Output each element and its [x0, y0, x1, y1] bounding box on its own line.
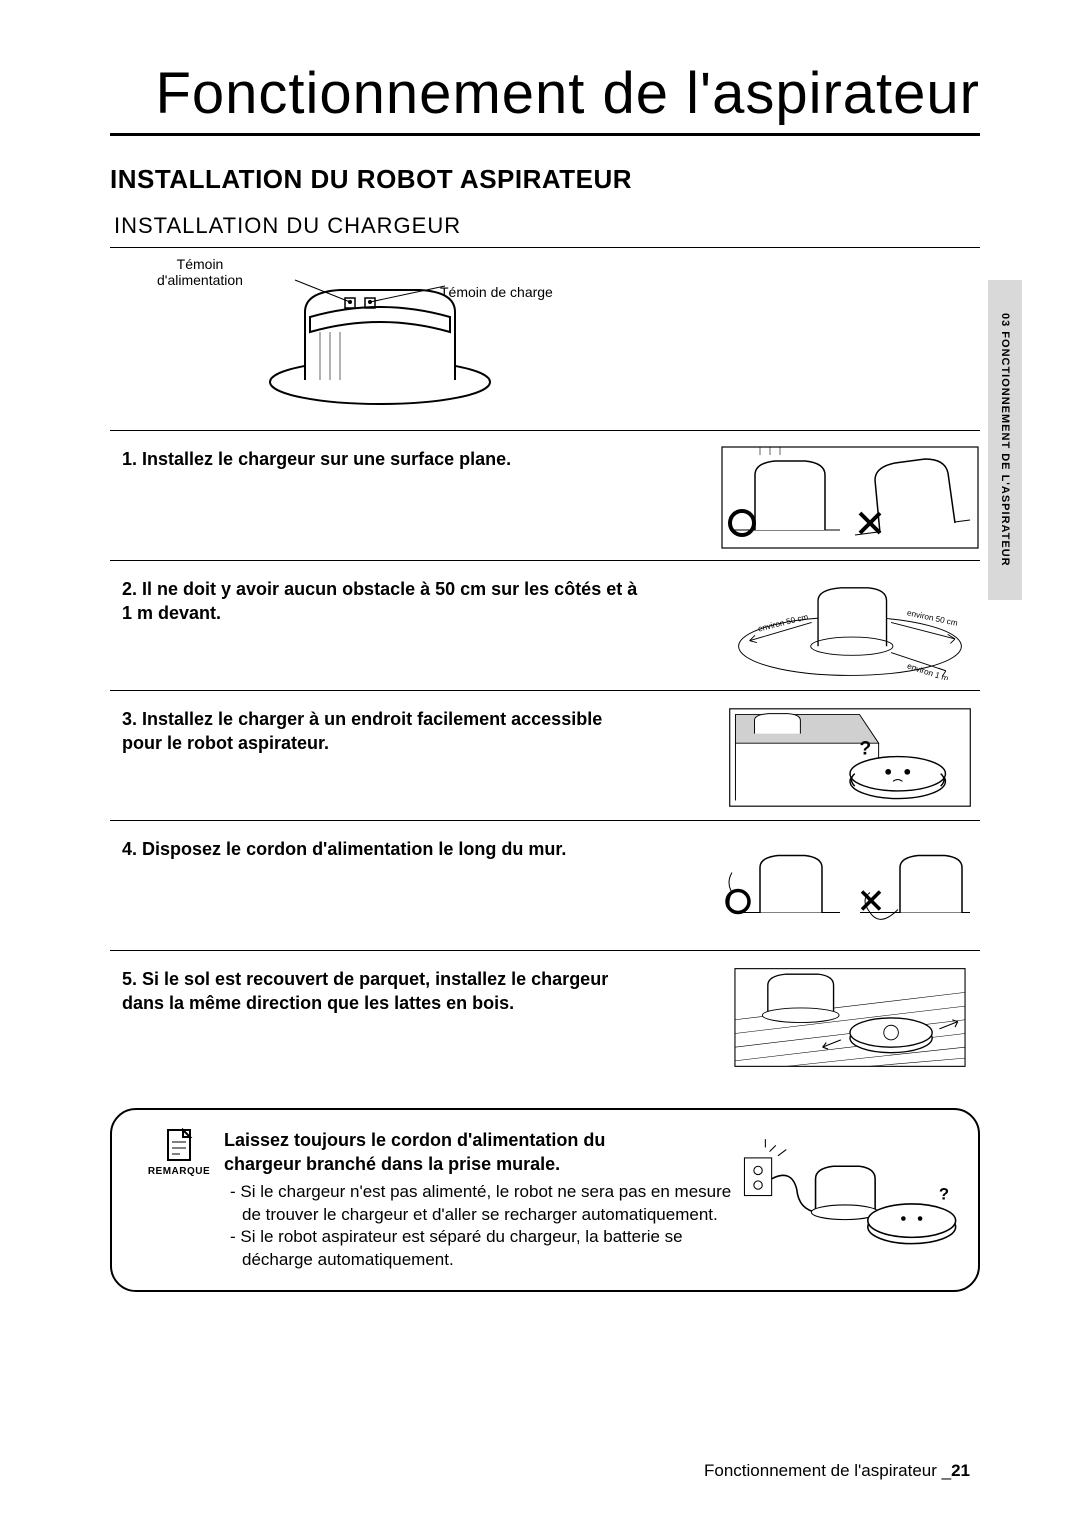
subsection-title: INSTALLATION DU CHARGEUR — [110, 213, 980, 239]
note-icon — [165, 1128, 193, 1162]
side-chapter-tab: 03 FONCTIONNEMENT DE L'ASPIRATEUR — [988, 280, 1022, 600]
step2-left-label: environ 50 cm — [757, 612, 809, 633]
power-led-label: Témoin d'alimentation — [140, 256, 260, 288]
svg-text:?: ? — [939, 1185, 949, 1204]
step-2-text: 2. Il ne doit y avoir aucun obstacle à 5… — [122, 575, 642, 626]
step2-front-label: environ 1 m — [906, 661, 950, 680]
step-3-figure: ? — [720, 705, 980, 810]
section-title: INSTALLATION DU ROBOT ASPIRATEUR — [110, 164, 980, 195]
step-row-5: 5. Si le sol est recouvert de parquet, i… — [110, 951, 980, 1080]
step-2-figure: environ 50 cm environ 50 cm environ 1 m — [720, 575, 980, 680]
step-4-text: 4. Disposez le cordon d'alimentation le … — [122, 835, 566, 861]
step2-right-label: environ 50 cm — [906, 608, 958, 628]
step-row-4: 4. Disposez le cordon d'alimentation le … — [110, 821, 980, 950]
step-3-text: 3. Installez le charger à un endroit fac… — [122, 705, 642, 756]
step-row-1: 1. Installez le chargeur sur une surface… — [110, 431, 980, 560]
side-tab-label: 03 FONCTIONNEMENT DE L'ASPIRATEUR — [999, 313, 1011, 567]
step-5-figure — [720, 965, 980, 1070]
step-row-2: 2. Il ne doit y avoir aucun obstacle à 5… — [110, 561, 980, 690]
charger-overview-diagram: Témoin d'alimentation Témoin de charge — [140, 256, 980, 426]
divider — [110, 247, 980, 248]
charger-base-icon — [250, 262, 510, 412]
note-text: Laissez toujours le cordon d'alimentatio… — [224, 1128, 734, 1272]
step-5-text: 5. Si le sol est recouvert de parquet, i… — [122, 965, 642, 1016]
svg-text:?: ? — [860, 739, 872, 760]
page-main-title: Fonctionnement de l'aspirateur — [110, 60, 980, 136]
note-icon-block: REMARQUE — [134, 1128, 224, 1272]
note-label: REMARQUE — [134, 1166, 224, 1177]
step-row-3: 3. Installez le charger à un endroit fac… — [110, 691, 980, 820]
note-box: REMARQUE Laissez toujours le cordon d'al… — [110, 1108, 980, 1292]
page-footer: Fonctionnement de l'aspirateur _21 — [704, 1461, 970, 1481]
note-figure: ? — [734, 1128, 964, 1272]
step-1-text: 1. Installez le chargeur sur une surface… — [122, 445, 511, 471]
step-1-figure — [720, 445, 980, 550]
step-4-figure — [720, 835, 980, 940]
